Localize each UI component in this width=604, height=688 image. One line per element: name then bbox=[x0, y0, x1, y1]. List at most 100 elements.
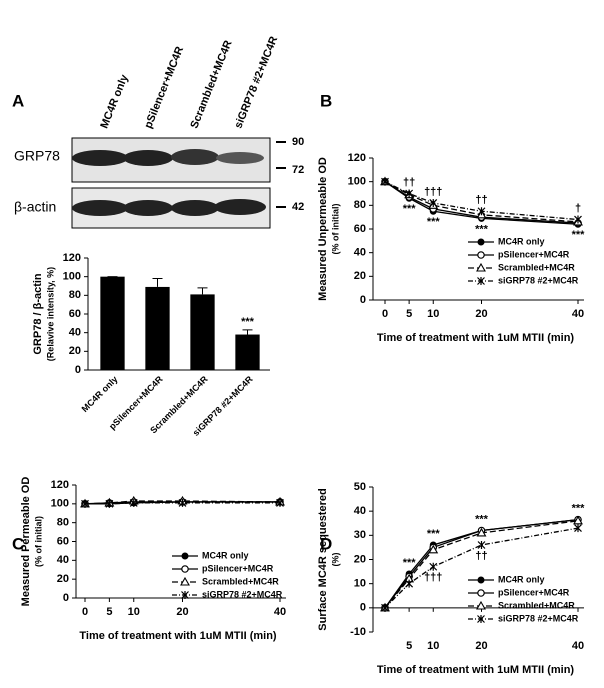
y-tick-label: 100 bbox=[348, 176, 366, 188]
y-tick-label: 0 bbox=[63, 592, 69, 604]
marker bbox=[574, 524, 582, 533]
legend-label: Scrambled+MC4R bbox=[498, 262, 575, 272]
panel-label: B bbox=[320, 91, 332, 110]
marker bbox=[178, 498, 187, 507]
legend-label: MC4R only bbox=[498, 574, 545, 584]
x-tick-label: 10 bbox=[427, 308, 439, 320]
y-tick-label: 0 bbox=[75, 364, 81, 376]
y-axis-label: (% of initial) bbox=[330, 204, 340, 255]
y-tick-label: 10 bbox=[354, 578, 366, 590]
marker bbox=[105, 499, 114, 508]
marker bbox=[405, 189, 414, 198]
y-axis-label: (%) bbox=[330, 553, 340, 567]
y-tick-label: 0 bbox=[360, 602, 366, 614]
legend-label: MC4R only bbox=[498, 236, 545, 246]
legend-label: Scrambled+MC4R bbox=[202, 576, 279, 586]
panel-label: A bbox=[12, 91, 24, 110]
significance: *** bbox=[403, 557, 417, 569]
significance: †† bbox=[403, 176, 415, 188]
marker bbox=[476, 527, 487, 537]
y-tick-label: 60 bbox=[354, 223, 366, 235]
marker bbox=[477, 277, 485, 285]
significance: *** bbox=[427, 528, 441, 540]
marker bbox=[276, 498, 284, 507]
x-tick-label: 0 bbox=[382, 308, 388, 320]
marker bbox=[429, 198, 438, 207]
marker bbox=[381, 603, 389, 612]
marker bbox=[180, 576, 190, 586]
marker bbox=[477, 541, 486, 549]
significance: *** bbox=[475, 223, 489, 235]
blot-row-label: β-actin bbox=[14, 199, 56, 215]
marker bbox=[405, 579, 414, 588]
x-tick-label: 40 bbox=[572, 640, 584, 652]
y-axis-label: Measured Permeable OD bbox=[20, 477, 32, 607]
x-axis-label: Time of treatment with 1uM MTII (min) bbox=[377, 332, 575, 344]
x-tick-label: 20 bbox=[176, 606, 188, 618]
legend-label: MC4R only bbox=[202, 550, 249, 560]
x-tick-label: MC4R only bbox=[80, 374, 120, 414]
marker bbox=[181, 552, 189, 560]
y-axis-label: GRP78 / β-actin bbox=[32, 273, 44, 355]
y-tick-label: 40 bbox=[354, 505, 366, 517]
marker bbox=[429, 562, 438, 571]
legend-label: pSilencer+MC4R bbox=[498, 587, 570, 597]
y-tick-label: 40 bbox=[69, 327, 81, 339]
x-axis-label: Time of treatment with 1uM MTII (min) bbox=[377, 664, 575, 676]
y-axis-label: Measured Unpermeable OD bbox=[317, 157, 329, 301]
x-tick-label: 40 bbox=[572, 308, 584, 320]
error-bar bbox=[152, 278, 163, 287]
bar bbox=[235, 334, 260, 370]
bar bbox=[190, 294, 215, 370]
y-tick-label: 120 bbox=[51, 479, 69, 491]
y-tick-label: 20 bbox=[354, 270, 366, 282]
y-axis-label: (Relavive intensity, %) bbox=[45, 267, 55, 361]
marker bbox=[428, 544, 439, 554]
y-tick-label: 80 bbox=[57, 517, 69, 529]
y-axis-label: Surface MC4R sequestered bbox=[317, 488, 329, 630]
marker bbox=[574, 215, 582, 224]
marker bbox=[181, 565, 189, 573]
bar bbox=[100, 276, 125, 370]
marker bbox=[476, 600, 486, 610]
mw-marker: 90 bbox=[292, 136, 304, 148]
y-tick-label: 20 bbox=[69, 345, 81, 357]
y-tick-label: 100 bbox=[51, 498, 69, 510]
marker bbox=[477, 589, 485, 597]
marker bbox=[129, 498, 138, 507]
blot-row-label: GRP78 bbox=[14, 148, 60, 164]
x-tick-label: 10 bbox=[427, 640, 439, 652]
y-tick-label: 30 bbox=[354, 529, 366, 541]
y-tick-label: 40 bbox=[57, 554, 69, 566]
legend-label: pSilencer+MC4R bbox=[202, 563, 274, 573]
significance: †† bbox=[475, 194, 487, 206]
y-tick-label: -10 bbox=[350, 626, 366, 638]
legend-label: Scrambled+MC4R bbox=[498, 600, 575, 610]
y-tick-label: 40 bbox=[354, 247, 366, 259]
significance: *** bbox=[572, 503, 586, 515]
mw-marker: 72 bbox=[292, 164, 304, 176]
error-bar bbox=[197, 287, 208, 295]
lane-label: Scrambled+MC4R bbox=[188, 39, 234, 131]
mw-marker: 42 bbox=[292, 201, 304, 213]
significance: † bbox=[575, 202, 581, 214]
x-tick-label: 20 bbox=[475, 640, 487, 652]
significance: †† bbox=[475, 550, 487, 562]
marker bbox=[573, 515, 583, 525]
marker bbox=[81, 499, 89, 508]
y-tick-label: 120 bbox=[348, 152, 366, 164]
legend-label: siGRP78 #2+MC4R bbox=[202, 589, 283, 599]
x-tick-label: 20 bbox=[475, 308, 487, 320]
marker bbox=[476, 262, 486, 272]
x-tick-label: 0 bbox=[82, 606, 88, 618]
significance: ††† bbox=[424, 572, 442, 584]
bar bbox=[145, 286, 170, 370]
y-tick-label: 80 bbox=[354, 199, 366, 211]
lane-label: pSilencer+MC4R bbox=[142, 45, 186, 130]
lane-label: MC4R only bbox=[98, 72, 131, 130]
marker bbox=[381, 177, 389, 186]
x-tick-label: 10 bbox=[128, 606, 140, 618]
x-tick-label: 5 bbox=[106, 606, 112, 618]
series-line bbox=[384, 181, 579, 223]
marker bbox=[477, 576, 485, 584]
